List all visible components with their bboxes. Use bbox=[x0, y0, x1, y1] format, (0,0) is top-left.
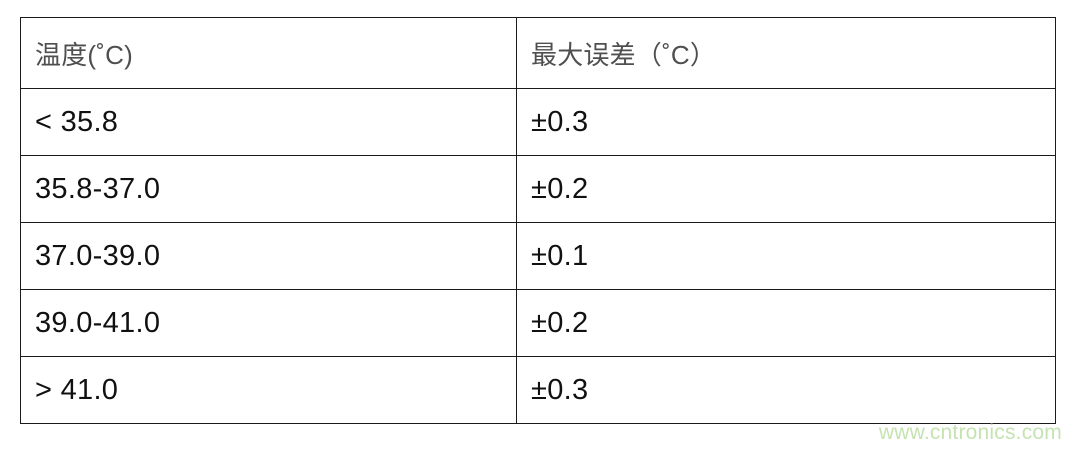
cell-max-error: ±0.3 bbox=[516, 88, 1056, 156]
column-header-temperature: 温度(˚C) bbox=[20, 17, 517, 89]
cell-temperature: 35.8-37.0 bbox=[20, 155, 517, 223]
table-row: 35.8-37.0 ±0.2 bbox=[20, 155, 1056, 223]
cell-temperature: 37.0-39.0 bbox=[20, 222, 517, 290]
cell-max-error: ±0.3 bbox=[516, 356, 1056, 424]
cell-temperature: > 41.0 bbox=[20, 356, 517, 424]
column-header-max-error: 最大误差（˚C） bbox=[516, 17, 1056, 89]
cell-temperature: 39.0-41.0 bbox=[20, 289, 517, 357]
cell-temperature: < 35.8 bbox=[20, 88, 517, 156]
table-body: < 35.8 ±0.3 35.8-37.0 ±0.2 37.0-39.0 ±0.… bbox=[20, 88, 1056, 424]
cell-max-error: ±0.2 bbox=[516, 155, 1056, 223]
table-row: 39.0-41.0 ±0.2 bbox=[20, 289, 1056, 357]
site-watermark: www.cntronics.com bbox=[878, 421, 1062, 444]
table-header-row: 温度(˚C) 最大误差（˚C） bbox=[20, 17, 1056, 89]
temperature-accuracy-table: 温度(˚C) 最大误差（˚C） < 35.8 ±0.3 35.8-37.0 ±0… bbox=[20, 17, 1056, 424]
table-row: < 35.8 ±0.3 bbox=[20, 88, 1056, 156]
table-header: 温度(˚C) 最大误差（˚C） bbox=[20, 17, 1056, 89]
cell-max-error: ±0.2 bbox=[516, 289, 1056, 357]
cell-max-error: ±0.1 bbox=[516, 222, 1056, 290]
table-row: 37.0-39.0 ±0.1 bbox=[20, 222, 1056, 290]
table-row: > 41.0 ±0.3 bbox=[20, 356, 1056, 424]
